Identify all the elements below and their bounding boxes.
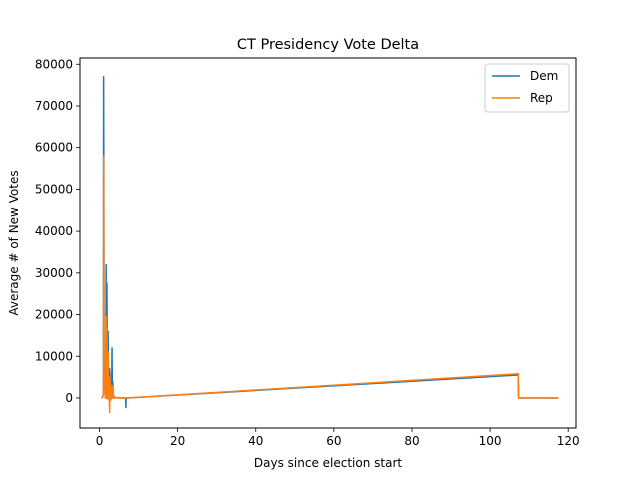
x-tick-label: 0 xyxy=(96,434,104,448)
y-tick-label: 10000 xyxy=(35,349,73,363)
y-axis-ticks: 0 10000 20000 30000 40000 50000 60000 70000 8000… xyxy=(35,57,80,405)
series-layer xyxy=(100,76,559,414)
y-tick-label: 60000 xyxy=(35,141,73,155)
x-axis-ticks: 0 20 40 60 80 100 120 xyxy=(96,428,580,448)
y-tick-label: 40000 xyxy=(35,224,73,238)
chart-title: CT Presidency Vote Delta xyxy=(237,37,419,53)
y-tick-label: 20000 xyxy=(35,308,73,322)
x-tick-label: 100 xyxy=(479,434,502,448)
y-tick-label: 30000 xyxy=(35,266,73,280)
legend-label-rep: Rep xyxy=(530,91,553,105)
y-tick-label: 80000 xyxy=(35,57,73,71)
y-tick-label: 50000 xyxy=(35,182,73,196)
x-tick-label: 40 xyxy=(248,434,263,448)
plot-frame xyxy=(79,57,577,429)
legend: Dem Rep xyxy=(484,63,570,113)
x-tick-label: 20 xyxy=(170,434,185,448)
series-line-rep xyxy=(100,155,559,414)
y-tick-label: 70000 xyxy=(35,99,73,113)
x-tick-label: 60 xyxy=(326,434,341,448)
y-tick-label: 0 xyxy=(65,391,73,405)
legend-label-dem: Dem xyxy=(530,69,558,83)
y-axis-label: Average # of New Votes xyxy=(7,170,21,315)
x-tick-label: 120 xyxy=(557,434,580,448)
x-tick-label: 80 xyxy=(404,434,419,448)
x-axis-label: Days since election start xyxy=(254,456,402,470)
